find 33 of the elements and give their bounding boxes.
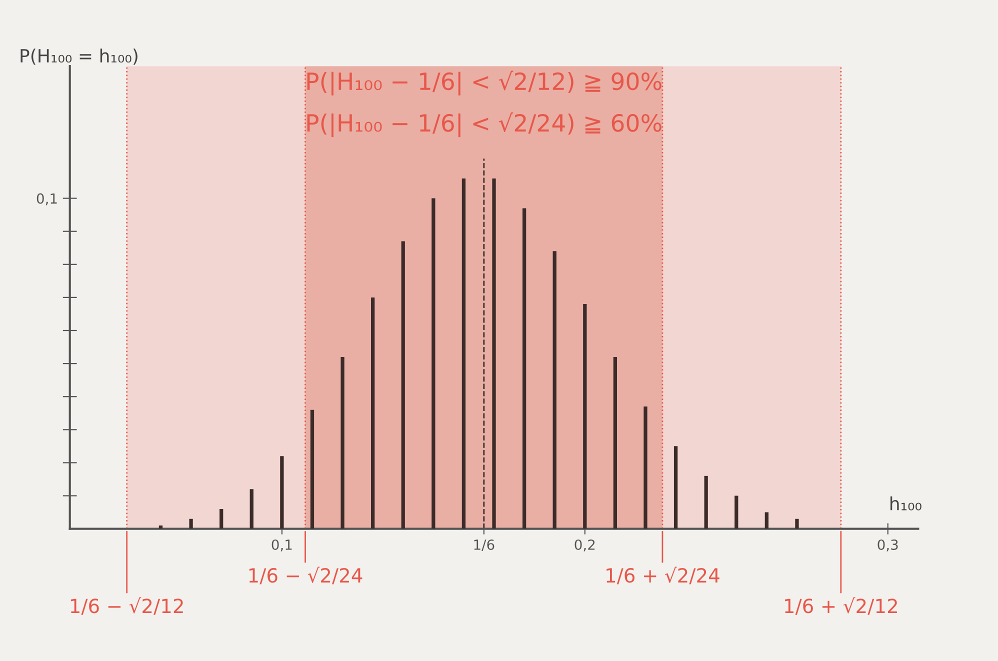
bar xyxy=(764,512,768,529)
bar xyxy=(492,178,496,529)
bar xyxy=(462,178,466,529)
ref-line-label: 1/6 − √2/24 xyxy=(249,566,362,584)
bar xyxy=(250,489,254,529)
bar xyxy=(644,406,648,529)
bar xyxy=(189,518,193,529)
bar xyxy=(371,297,375,529)
ref-line-label: 1/6 + √2/12 xyxy=(785,597,897,615)
y-axis-title: P(H₁₀₀ = h₁₀₀) xyxy=(20,48,138,65)
x-tick-label: 0,2 xyxy=(574,539,595,552)
x-tick-label: 0,1 xyxy=(272,539,292,552)
bar xyxy=(734,496,738,529)
bar xyxy=(432,198,436,529)
band-label: P(|H₁₀₀ − 1/6| < √2/24) ≧ 60% xyxy=(307,112,662,138)
bar xyxy=(340,356,344,529)
bar xyxy=(674,446,678,529)
bar xyxy=(401,241,405,529)
x-tick-label: 1/6 xyxy=(474,539,494,552)
bar xyxy=(795,518,799,529)
bar xyxy=(220,508,224,529)
bar xyxy=(704,476,708,529)
x-tick-label: 0,3 xyxy=(878,539,898,552)
bar xyxy=(310,410,314,529)
band-label: P(|H₁₀₀ − 1/6| < √2/12) ≧ 90% xyxy=(307,70,662,96)
ref-line-label: 1/6 − √2/12 xyxy=(70,597,183,615)
bar xyxy=(552,251,556,529)
bar xyxy=(522,208,526,529)
bar xyxy=(613,356,618,529)
bar xyxy=(280,456,284,529)
bar xyxy=(583,304,587,529)
x-axis-title: h₁₀₀ xyxy=(890,496,922,510)
ref-line-label: 1/6 + √2/24 xyxy=(606,566,720,584)
